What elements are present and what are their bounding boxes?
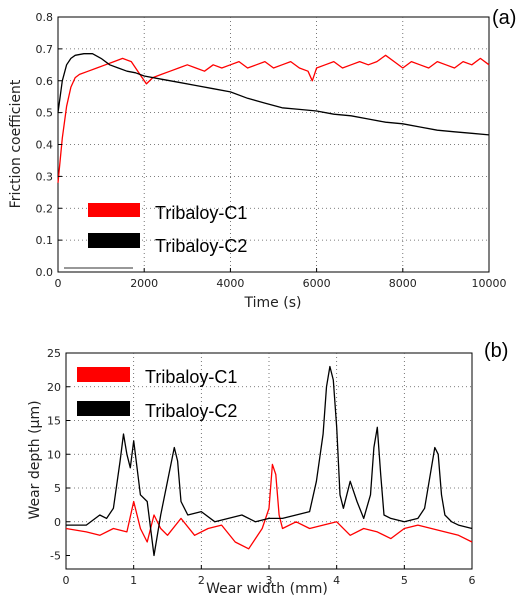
panel-b-legend-swatch-tribaloy-c2: [77, 401, 130, 416]
b-y-tick-label: 25: [47, 347, 61, 360]
b-y-tick-label: -5: [50, 550, 61, 563]
a-y-tick-label: 0.5: [36, 107, 54, 120]
b-x-tick-label: 0: [63, 574, 70, 587]
b-x-tick-label: 4: [333, 574, 340, 587]
panel-a-legend-swatch-tribaloy-c1: [88, 203, 140, 217]
panel-b-series: [65, 365, 473, 557]
b-y-tick-label: 15: [47, 415, 61, 428]
a-y-tick-label: 0.0: [36, 266, 54, 279]
a-y-tick-label: 0.8: [36, 11, 54, 24]
a-y-tick-label: 0.3: [36, 170, 54, 183]
panel-b-legend-label-tribaloy-c1: Tribaloy-C1: [145, 367, 237, 387]
b-x-tick-label: 1: [130, 574, 137, 587]
panel-a-x-ticks: 0 2000 4000 6000 8000 10000: [55, 268, 507, 290]
a-series-line-tribaloy-c1: [57, 54, 490, 183]
b-series-line-tribaloy-c2: [66, 365, 473, 557]
b-x-tick-label: 5: [401, 574, 408, 587]
panel-a-grid: [58, 17, 489, 272]
b-y-tick-label: 5: [54, 482, 61, 495]
panel-a-plot-frame: [57, 16, 490, 273]
a-y-tick-label: 0.4: [36, 139, 54, 152]
a-x-tick-label: 6000: [303, 277, 331, 290]
a-y-tick-label: 0.6: [36, 75, 54, 88]
panel-b-legend-swatch-tribaloy-c1: [77, 367, 130, 382]
a-y-tick-label: 0.1: [36, 234, 54, 247]
b-y-tick-label: 0: [54, 516, 61, 529]
a-x-tick-label: 10000: [472, 277, 507, 290]
panel-b-y-ticks: -5 0 5 10 15 20 25: [47, 347, 70, 563]
b-y-tick-label: 10: [47, 448, 61, 461]
a-series-line-tribaloy-c2: [57, 53, 490, 136]
panel-a-chart: 0 2000 4000 6000 8000 10000 0.00.10.20.30.40.…: [8, 7, 516, 311]
a-x-tick-label: 0: [55, 277, 62, 290]
a-x-tick-label: 2000: [130, 277, 158, 290]
a-x-tick-label: 8000: [389, 277, 417, 290]
panel-b-x-axis-label: Wear width (mm): [206, 581, 328, 597]
panel-b-grid: [66, 353, 472, 569]
panel-b-legend-label-tribaloy-c2: Tribaloy-C2: [145, 401, 237, 421]
b-y-tick-label: 20: [47, 381, 61, 394]
panel-a-legend-label-tribaloy-c2: Tribaloy-C2: [155, 236, 247, 256]
panel-b-x-ticks: 0 1 2 3 4 5 6: [63, 565, 476, 587]
a-x-tick-label: 4000: [216, 277, 244, 290]
b-series-line-tribaloy-c1: [65, 463, 473, 550]
panel-a-legend-label-tribaloy-c1: Tribaloy-C1: [155, 203, 247, 223]
panel-b-y-axis-label: Wear depth (µm): [27, 400, 43, 519]
panel-a-x-axis-label: Time (s): [244, 295, 302, 311]
panel-a-y-ticks: 0.0 0.1 0.2 0.3 0.4 0.5 0.6 0.7 0.8: [36, 11, 62, 279]
b-x-tick-label: 3: [266, 574, 273, 587]
panel-a-series: [57, 53, 490, 183]
panel-a-label: (a): [492, 7, 516, 29]
a-y-tick-label: 0.7: [36, 43, 54, 56]
b-x-tick-label: 2: [198, 574, 205, 587]
panel-a-y-axis-label: Friction coefficient: [8, 79, 24, 208]
a-y-tick-label: 0.2: [36, 202, 54, 215]
b-x-tick-label: 6: [469, 574, 476, 587]
panel-a-legend-swatch-tribaloy-c2: [88, 233, 140, 248]
panel-b-label: (b): [484, 340, 508, 362]
